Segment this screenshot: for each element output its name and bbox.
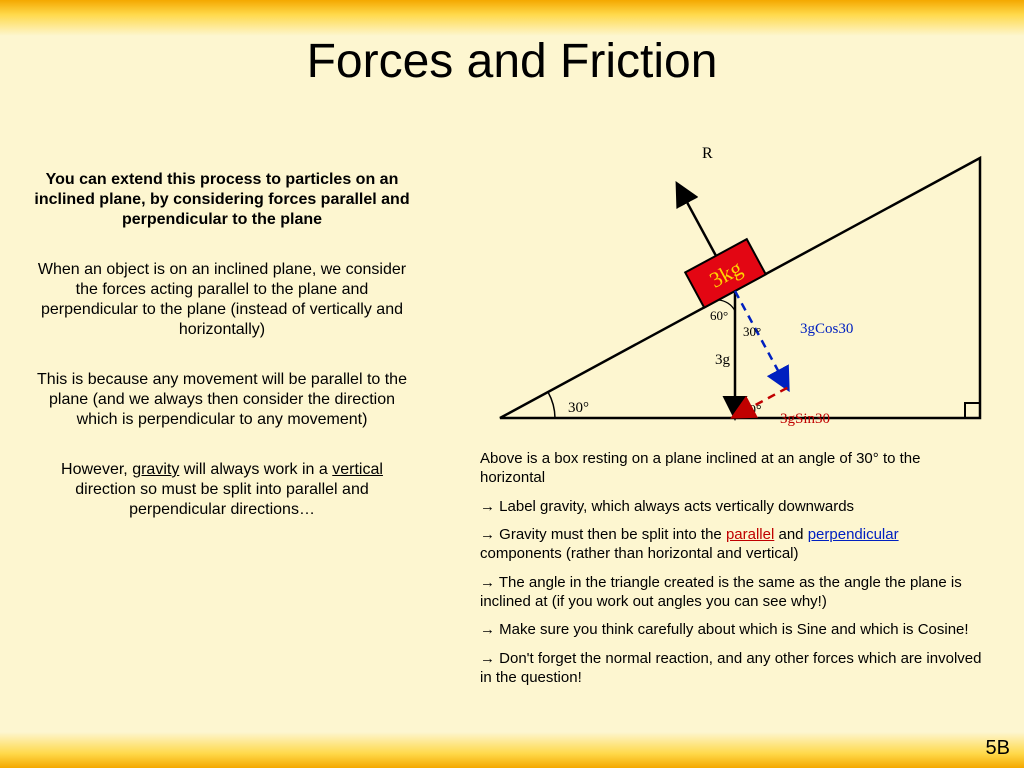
weight-label: 3g [715,352,731,368]
note-1: Above is a box resting on a plane inclin… [480,450,984,488]
inclined-plane-diagram: 30° 3kg R 3g 90° 60° 30° 3gCos30 3gSin30 [470,128,990,438]
angle-60-label: 60° [710,308,728,323]
note-6: → Don't forget the normal reaction, and … [480,650,984,688]
left-p2: This is because any movement will be par… [32,370,412,430]
angle-30b-label: 30° [743,324,761,339]
cos-component-label: 3gCos30 [800,321,853,337]
mass-box: 3kg [685,239,766,307]
left-column: You can extend this process to particles… [32,170,412,550]
note-4: → The angle in the triangle created is t… [480,574,984,612]
bottom-gradient-bar [0,732,1024,768]
left-p3: However, gravity will always work in a v… [32,460,412,520]
note-2: → Label gravity, which always acts verti… [480,498,984,517]
angle-30-label: 30° [568,400,589,416]
R-label: R [702,145,713,162]
intro-text: You can extend this process to particles… [32,170,412,230]
note-5: → Make sure you think carefully about wh… [480,621,984,640]
sin-component-label: 3gSin30 [780,411,830,427]
left-p1: When an object is on an inclined plane, … [32,260,412,340]
top-gradient-bar [0,0,1024,36]
note-3: → Gravity must then be split into the pa… [480,526,984,564]
page-number: 5B [986,737,1010,760]
right-notes: Above is a box resting on a plane inclin… [480,450,984,698]
page-title: Forces and Friction [0,34,1024,89]
